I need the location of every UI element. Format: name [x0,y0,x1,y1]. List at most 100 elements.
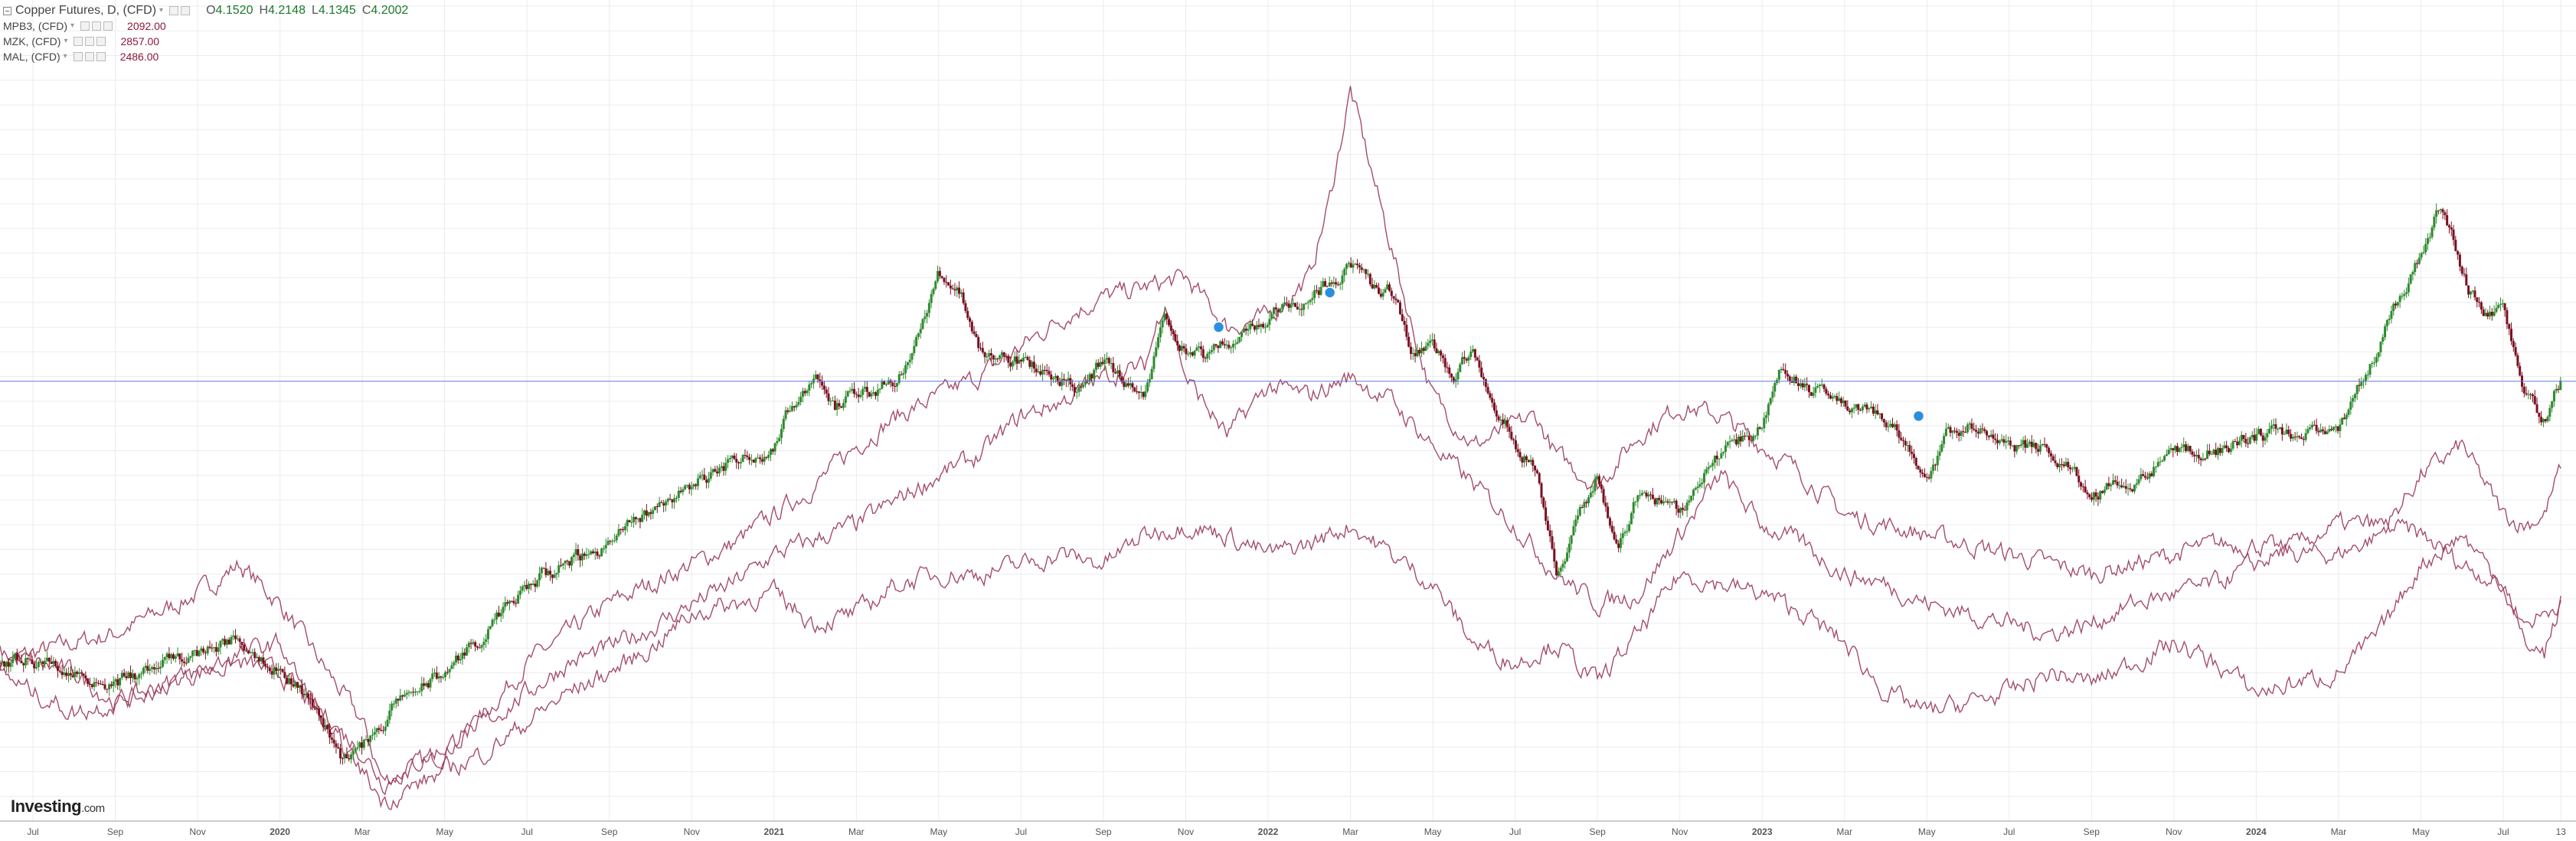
candle-body [932,289,935,294]
main-symbol-name[interactable]: Copper Futures, D, (CFD) [15,4,157,17]
candle-body [1973,428,1976,430]
settings-icon[interactable] [73,52,83,61]
close-icon[interactable] [96,52,106,61]
candle-body [384,726,387,731]
candle-body [1362,269,1365,270]
candle-body [1795,376,1798,384]
candle-body [2127,488,2130,489]
candle-body [2080,482,2083,487]
candle-body [1682,508,1685,510]
candle-body [1144,391,1147,398]
candle-body [1103,359,1107,365]
candle-body [2264,437,2267,441]
candle-body [778,437,781,441]
candle-body [281,669,284,672]
ohlc-o-label: O [206,4,216,17]
candle-body [1174,334,1177,342]
candle-body [386,719,389,727]
candle-body [360,742,363,748]
settings-icon[interactable] [169,6,179,15]
candle-body [2379,342,2382,352]
candle-body [540,568,543,574]
candle-body [294,682,297,687]
settings-icon[interactable] [74,37,83,46]
candle-body [744,454,747,456]
candle-body [2156,462,2159,467]
candle-body [2069,467,2072,470]
compare-symbol-name[interactable]: MAL, (CFD) [3,51,60,63]
candle-body [2067,462,2070,468]
candle-body [2049,453,2052,456]
compare-symbol-name[interactable]: MPB3, (CFD) [3,20,67,32]
visibility-icon[interactable] [92,21,102,31]
collapse-icon[interactable] [3,6,11,15]
candle-body [1345,263,1348,269]
chevron-down-icon[interactable]: ▾ [70,21,75,30]
chevron-down-icon[interactable]: ▾ [159,6,164,15]
visibility-icon[interactable] [85,37,95,46]
chevron-down-icon[interactable]: ▾ [63,52,67,61]
candle-body [701,474,704,476]
candle-body [596,551,599,556]
candle-body [2111,480,2114,485]
candle-body [838,403,841,407]
event-marker-icon [1323,286,1336,299]
visibility-icon[interactable] [84,52,94,61]
candle-body [988,353,991,357]
candle-body [1193,350,1196,356]
candle-body [521,586,524,591]
candle-body [1914,457,1917,466]
candle-body [1621,533,1624,538]
candle-body [2339,424,2342,431]
settings-icon[interactable] [80,21,90,31]
candle-body [825,389,828,394]
candle-body [264,663,267,667]
candle-body [77,672,80,674]
candle-body [2137,479,2140,484]
x-tick-label: Mar [848,826,865,837]
candle-body [1898,430,1901,438]
compare-symbol-name[interactable]: MZK, (CFD) [3,35,61,47]
candle-body [1927,477,1930,479]
candle-body [2022,440,2025,445]
candle-body [307,693,310,699]
candle-body [1433,339,1436,349]
candle-body [1827,393,1830,396]
compare-value: 2857.00 [120,35,160,47]
candle-body [69,672,72,676]
candle-body [979,348,982,349]
candle-body [741,454,744,463]
compare-row-mpb3: MPB3, (CFD) ▾ 2092.00 [3,18,408,34]
candle-body [2473,290,2476,298]
candle-body [2103,489,2106,493]
chevron-down-icon[interactable]: ▾ [64,37,68,45]
x-tick-label: May [930,826,948,837]
ohlc-l-label: L [311,4,319,17]
candle-body [574,549,577,555]
candle-body [1502,419,1505,424]
candle-body [1429,340,1432,343]
candle-body [1293,303,1296,307]
candle-body [784,410,787,419]
candle-body [1807,385,1810,392]
candle-body [144,666,147,669]
candle-body [776,440,779,443]
candle-body [557,564,561,573]
candle-body [970,322,973,332]
candle-body [913,345,916,353]
candle-body [2058,463,2061,467]
candle-body [2116,481,2119,486]
visibility-icon[interactable] [181,6,191,15]
candle-body [35,666,38,669]
close-icon[interactable] [96,37,106,46]
candle-body [1557,571,1560,576]
candle-body [2323,430,2326,434]
candle-body [2073,466,2076,469]
candle-body [1084,380,1087,385]
candle-body [2240,434,2243,441]
candle-body [2287,429,2290,434]
candle-body [872,392,875,394]
close-icon[interactable] [103,21,113,31]
ohlc-close: 4.2002 [371,4,409,17]
